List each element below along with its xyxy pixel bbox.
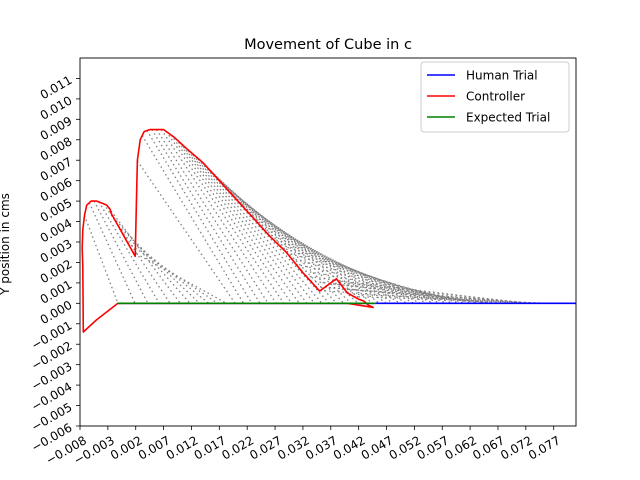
connector-line bbox=[184, 147, 316, 304]
y-axis-ticks: −0.006−0.005−0.004−0.003−0.002−0.0010.00… bbox=[29, 73, 80, 455]
connector-line bbox=[136, 160, 236, 304]
connector-line bbox=[349, 293, 543, 304]
series-lines bbox=[81, 128, 576, 333]
connector-lines bbox=[83, 129, 549, 304]
legend-label: Human Trial bbox=[466, 69, 538, 83]
connector-line bbox=[156, 129, 269, 304]
legend-label: Expected Trial bbox=[466, 111, 550, 125]
connector-line bbox=[160, 129, 277, 304]
connector-line bbox=[98, 201, 160, 304]
chart-title: Movement of Cube in c bbox=[244, 37, 412, 53]
connector-line bbox=[233, 195, 387, 304]
connector-line bbox=[296, 263, 474, 304]
x-tick-label: 0.077 bbox=[526, 433, 563, 462]
connector-line bbox=[320, 289, 506, 304]
connector-line bbox=[88, 202, 136, 304]
connector-line bbox=[93, 200, 149, 304]
x-axis-ticks: −0.008−0.0030.0020.0070.0120.0170.0220.0… bbox=[44, 426, 563, 468]
connector-line bbox=[344, 288, 537, 304]
connector-line bbox=[170, 134, 293, 304]
connector-line bbox=[189, 151, 323, 304]
connector-line bbox=[305, 275, 487, 304]
connector-line bbox=[300, 269, 480, 304]
connector-line bbox=[281, 247, 454, 304]
connector-line bbox=[180, 142, 308, 304]
connector-line bbox=[117, 225, 200, 304]
legend-label: Controller bbox=[466, 90, 525, 104]
connector-line bbox=[175, 138, 300, 304]
connector-line bbox=[199, 159, 338, 304]
connector-line bbox=[291, 257, 467, 304]
connector-line bbox=[276, 242, 448, 304]
connector-line bbox=[112, 216, 191, 304]
legend-box bbox=[420, 61, 570, 133]
connector-line bbox=[151, 129, 261, 304]
connector-line bbox=[242, 206, 401, 304]
connector-line bbox=[223, 185, 373, 304]
connector-line bbox=[339, 282, 531, 304]
connector-line bbox=[286, 251, 461, 304]
connector-line bbox=[132, 251, 227, 304]
connector-line bbox=[353, 295, 549, 304]
connector-line bbox=[107, 207, 181, 304]
legend: Human Trial Controller Expected Trial bbox=[420, 61, 570, 133]
connector-line bbox=[315, 285, 499, 304]
connector-line bbox=[141, 135, 245, 304]
connector-line bbox=[271, 237, 441, 304]
connector-line bbox=[146, 130, 253, 304]
connector-line bbox=[165, 131, 285, 304]
connector-line bbox=[194, 155, 330, 304]
connector-line bbox=[267, 232, 435, 304]
y-axis-label: Y position in cms bbox=[0, 193, 12, 296]
connector-line bbox=[213, 174, 359, 304]
connector-line bbox=[204, 164, 345, 304]
